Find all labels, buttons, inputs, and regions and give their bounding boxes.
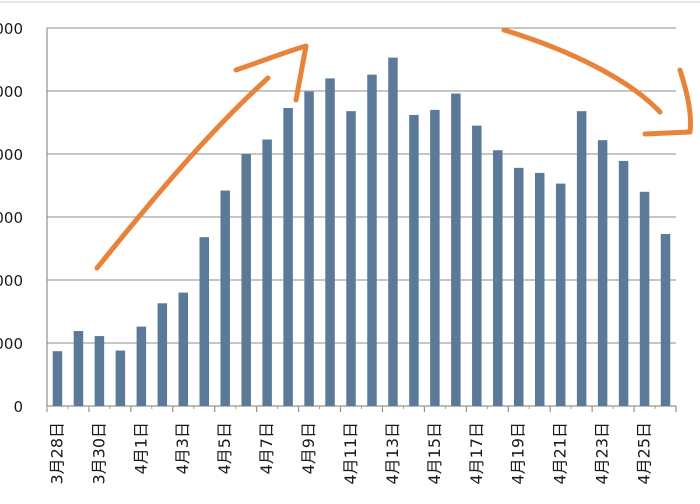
bar <box>115 350 126 406</box>
bar <box>178 292 189 406</box>
x-tick-label: 4月11日 <box>341 422 360 485</box>
y-tick-label: 1000 <box>0 335 23 353</box>
x-tick-label: 4月25日 <box>635 422 654 485</box>
bars <box>52 57 671 407</box>
bar <box>52 351 63 406</box>
bar <box>493 150 503 406</box>
x-tick-label: 4月15日 <box>425 422 444 485</box>
bar <box>639 191 650 406</box>
bar <box>304 91 314 406</box>
x-tick-label: 4月1日 <box>131 422 150 474</box>
x-tick-label: 4月19日 <box>509 422 528 485</box>
x-tick-label: 4月13日 <box>383 422 402 485</box>
bar <box>472 125 482 407</box>
y-tick-label: 3000 <box>0 209 23 227</box>
bar <box>534 172 545 406</box>
bar <box>241 154 251 406</box>
bar <box>618 160 629 406</box>
bar <box>514 167 524 406</box>
x-tick-labels: 3月28日 3月30日 4月1日 4月3日 4月5日 4月7日 4月9日 4月11日 4月13日… <box>47 422 653 485</box>
x-tick-label: 4月7日 <box>257 422 276 474</box>
x-tick-label: 4月17日 <box>467 422 486 485</box>
bar <box>73 331 84 406</box>
bar <box>660 234 671 406</box>
bar <box>346 111 356 406</box>
grid-lines <box>47 27 676 344</box>
y-tick-label: 6000 <box>0 20 23 38</box>
bar <box>430 109 440 407</box>
bar <box>576 111 587 406</box>
bar <box>283 108 293 406</box>
x-tick-label: 4月9日 <box>299 422 318 474</box>
y-tick-label: 4000 <box>0 146 23 164</box>
bar <box>136 326 147 406</box>
bar <box>367 74 377 407</box>
bar <box>220 190 230 406</box>
trend-annotations <box>94 27 693 271</box>
rising-arrow-head <box>233 43 309 103</box>
x-tick-label: 4月5日 <box>215 422 234 474</box>
bar <box>325 78 335 407</box>
y-tick-labels: 0 1000 2000 3000 4000 5000 6000 <box>0 20 23 416</box>
bar <box>451 93 461 407</box>
rising-arrow <box>94 75 271 271</box>
y-tick-label: 2000 <box>0 272 23 290</box>
bar <box>555 183 566 406</box>
falling-arrow <box>501 27 663 115</box>
bar <box>157 303 168 406</box>
x-tick-label: 4月21日 <box>551 422 570 485</box>
bar <box>597 140 608 406</box>
bar <box>94 336 105 406</box>
bar <box>388 57 398 407</box>
x-tick-label: 3月30日 <box>89 422 108 485</box>
bar <box>199 237 209 406</box>
bar <box>262 139 272 406</box>
x-tick-label: 3月28日 <box>47 422 66 485</box>
bar <box>409 114 419 406</box>
y-tick-label: 0 <box>13 398 23 416</box>
falling-arrow-head <box>642 67 693 137</box>
axes <box>0 1 700 412</box>
y-tick-label: 5000 <box>0 83 23 101</box>
x-tick-label: 4月23日 <box>593 422 612 485</box>
x-tick-label: 4月3日 <box>173 422 192 474</box>
